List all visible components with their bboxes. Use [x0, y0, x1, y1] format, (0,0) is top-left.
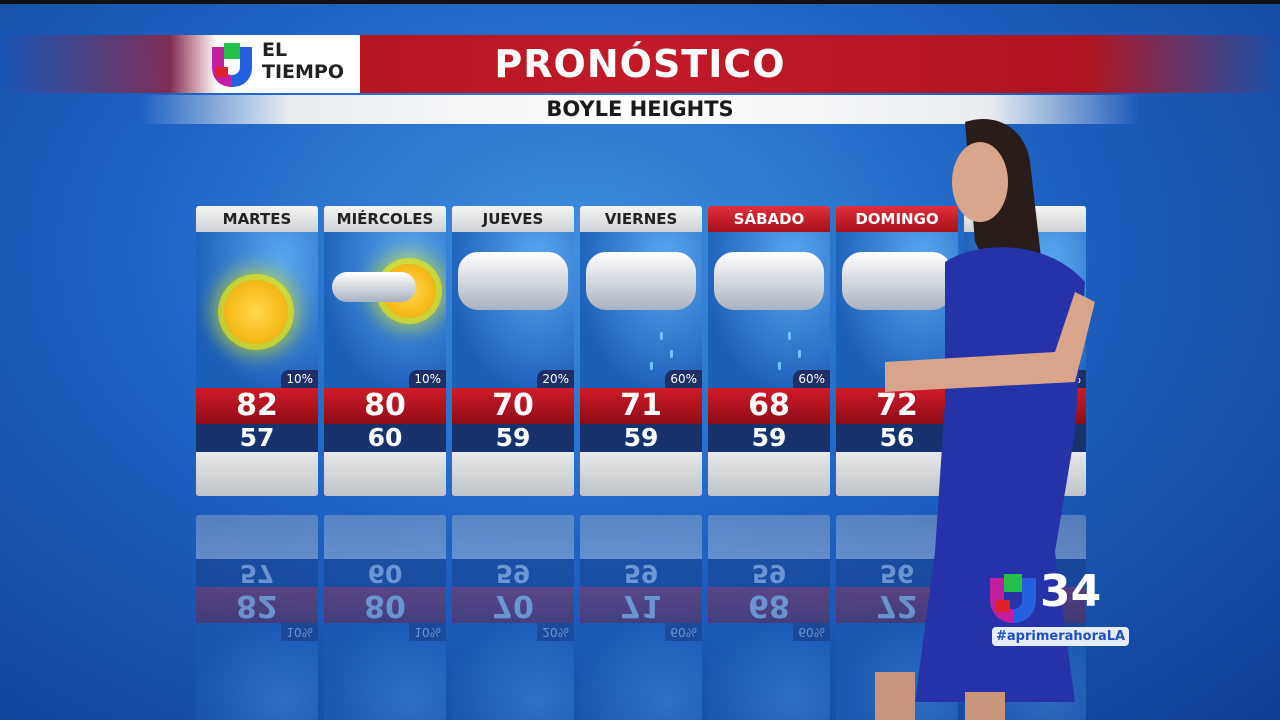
- forecast-day-card: JUEVES 20% 70 59: [452, 206, 574, 496]
- reflected-precip-chance: 60%: [665, 623, 702, 641]
- reflected-card-footer: [196, 515, 318, 559]
- reflected-low-temp: 57: [196, 559, 318, 588]
- reflected-high-temp: 71: [580, 587, 702, 623]
- cloud-icon: [332, 272, 416, 302]
- precip-chance: 10%: [281, 370, 318, 388]
- high-temp: 82: [196, 388, 318, 424]
- forecast-day-card: VIERNES 60% 71 59: [580, 206, 702, 496]
- cloud-icon: [714, 252, 824, 310]
- high-temp: 70: [452, 388, 574, 424]
- reflected-high-temp: 82: [196, 587, 318, 623]
- day-name: DOMINGO: [836, 206, 958, 232]
- precip-chance: 20%: [537, 370, 574, 388]
- rain-drop-icon: [660, 332, 663, 340]
- rain-drop-icon: [778, 362, 781, 370]
- reflected-low-temp: 59: [708, 559, 830, 588]
- sun-icon: [224, 280, 288, 344]
- precip-chance: 10%: [409, 370, 446, 388]
- channel-number: 34: [1040, 566, 1102, 617]
- card-footer: [196, 452, 318, 496]
- location-label: BOYLE HEIGHTS: [140, 95, 1140, 124]
- low-temp: 60: [324, 424, 446, 452]
- day-name: MIÉRCOLES: [324, 206, 446, 232]
- reflected-weather-area: 60%: [708, 623, 830, 720]
- card-footer: [324, 452, 446, 496]
- reflected-low-temp: 59: [580, 559, 702, 588]
- reflected-day-card: 60 80 10%: [324, 515, 446, 720]
- weather-icon-area: 10%: [196, 232, 318, 388]
- logo-text-tiempo: TIEMPO: [262, 61, 344, 83]
- reflected-high-temp: 80: [324, 587, 446, 623]
- reflected-precip-chance: 10%: [281, 623, 318, 641]
- reflected-weather-area: 10%: [196, 623, 318, 720]
- rain-drop-icon: [798, 350, 801, 358]
- high-temp: 71: [580, 388, 702, 424]
- reflected-card-footer: [580, 515, 702, 559]
- reflected-precip-chance: 20%: [537, 623, 574, 641]
- cloud-icon: [586, 252, 696, 310]
- weather-icon-area: 10%: [324, 232, 446, 388]
- reflected-low-temp: 60: [324, 559, 446, 588]
- hashtag: #aprimerahoraLA: [992, 627, 1130, 646]
- reflected-weather-area: 10%: [324, 623, 446, 720]
- forecast-day-card: MIÉRCOLES 10% 80 60: [324, 206, 446, 496]
- weather-icon-area: 60%: [580, 232, 702, 388]
- card-footer: [708, 452, 830, 496]
- precip-chance: 60%: [793, 370, 830, 388]
- reflected-card-footer: [324, 515, 446, 559]
- univision-logo-icon: [212, 43, 252, 87]
- forecast-day-card: MARTES 10% 82 57: [196, 206, 318, 496]
- reflected-day-card: 59 68 60%: [708, 515, 830, 720]
- day-name: SÁBADO: [708, 206, 830, 232]
- card-footer: [452, 452, 574, 496]
- high-temp: 80: [324, 388, 446, 424]
- low-temp: 56: [836, 424, 958, 452]
- card-footer: [836, 452, 958, 496]
- high-temp: 68: [708, 388, 830, 424]
- reflected-high-temp: 68: [708, 587, 830, 623]
- day-name: MARTES: [196, 206, 318, 232]
- reflected-weather-area: 60%: [580, 623, 702, 720]
- cloud-icon: [458, 252, 568, 310]
- reflected-card-footer: [708, 515, 830, 559]
- day-name: JUEVES: [452, 206, 574, 232]
- high-temp: 72: [836, 388, 958, 424]
- weather-icon-area: 20%: [452, 232, 574, 388]
- reflected-day-card: 59 71 60%: [580, 515, 702, 720]
- reflected-day-card: 59 70 20%: [452, 515, 574, 720]
- forecast-day-card: SÁBADO 60% 68 59: [708, 206, 830, 496]
- reflected-high-temp: 70: [452, 587, 574, 623]
- reflected-weather-area: 20%: [452, 623, 574, 720]
- reflected-day-card: 57 82 10%: [196, 515, 318, 720]
- precip-chance: 60%: [665, 370, 702, 388]
- reflected-precip-chance: 10%: [409, 623, 446, 641]
- reflected-precip-chance: 60%: [793, 623, 830, 641]
- forecast-title: PRONÓSTICO: [494, 42, 786, 86]
- low-temp: 59: [580, 424, 702, 452]
- low-temp: 59: [708, 424, 830, 452]
- top-border: [0, 0, 1280, 4]
- low-temp: 59: [452, 424, 574, 452]
- low-temp: 57: [196, 424, 318, 452]
- rain-drop-icon: [788, 332, 791, 340]
- reflected-low-temp: 59: [452, 559, 574, 588]
- day-name: VIERNES: [580, 206, 702, 232]
- weather-icon-area: 60%: [708, 232, 830, 388]
- cloud-icon: [842, 252, 952, 310]
- rain-drop-icon: [650, 362, 653, 370]
- reflected-card-footer: [452, 515, 574, 559]
- el-tiempo-logo: EL TIEMPO: [170, 35, 360, 93]
- logo-text-el: EL: [262, 39, 288, 61]
- presenter-figure: [875, 118, 1095, 720]
- card-footer: [580, 452, 702, 496]
- rain-drop-icon: [670, 350, 673, 358]
- univision-34-logo-icon: [990, 574, 1036, 623]
